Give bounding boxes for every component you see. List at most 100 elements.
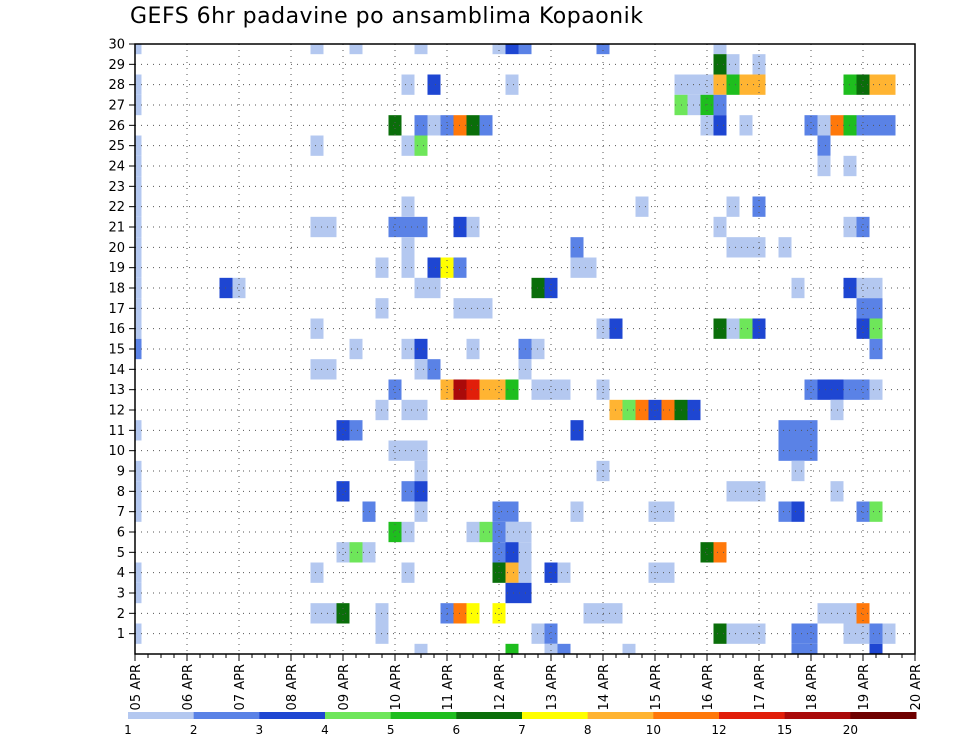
legend-swatch — [390, 712, 457, 719]
heatmap-cell — [661, 501, 675, 522]
heatmap-cell — [557, 379, 571, 400]
heatmap-cell — [505, 379, 519, 400]
x-tick-label: 15 APR — [649, 664, 664, 710]
legend-swatch — [456, 712, 523, 719]
heatmap-cell — [414, 460, 428, 482]
heatmap-cell — [635, 399, 649, 421]
legend-swatch — [587, 712, 654, 719]
heatmap-cell — [401, 481, 415, 502]
heatmap-cell — [505, 582, 519, 604]
y-tick-label: 12 — [108, 404, 125, 419]
heatmap-cell — [401, 399, 415, 421]
y-tick-label: 17 — [108, 302, 125, 317]
heatmap-cell — [414, 44, 428, 55]
heatmap-cell — [882, 115, 896, 136]
x-tick-label: 07 APR — [233, 664, 248, 710]
heatmap-cell — [726, 196, 740, 217]
heatmap-cell — [869, 623, 883, 644]
heatmap-cell — [492, 501, 506, 522]
heatmap-cell — [713, 44, 727, 55]
y-tick-label: 3 — [117, 587, 125, 602]
heatmap-cell — [401, 521, 415, 543]
heatmap-cell — [135, 74, 142, 95]
heatmap-cell — [310, 44, 324, 55]
heatmap-cell — [739, 115, 753, 136]
heatmap-cell — [817, 603, 831, 624]
heatmap-cell — [713, 318, 727, 339]
heatmap-cell — [869, 115, 883, 136]
y-tick-label: 6 — [117, 526, 125, 541]
x-tick-label: 11 APR — [441, 664, 456, 710]
heatmap-cell — [401, 135, 415, 156]
heatmap-cell — [310, 562, 324, 583]
x-tick-label: 18 APR — [805, 664, 820, 710]
legend-swatch — [193, 712, 260, 719]
y-tick-label: 5 — [117, 546, 125, 561]
heatmap-cell — [804, 115, 818, 136]
heatmap-cell — [622, 399, 636, 421]
heatmap-cell — [739, 318, 753, 339]
legend-swatch — [653, 712, 720, 719]
heatmap-cell — [557, 562, 571, 583]
heatmap-cell — [856, 603, 870, 624]
heatmap-cell — [414, 216, 428, 238]
heatmap-cell — [135, 155, 142, 177]
heatmap-cell — [135, 135, 142, 156]
heatmap-cell — [135, 318, 142, 339]
legend-layer: 1 2 3 4 5 6 7 8 10 12 15 20 — [124, 712, 917, 737]
y-tick-label: 21 — [108, 221, 125, 236]
heatmap-cell — [323, 216, 337, 238]
heatmap-cell — [479, 379, 493, 400]
heatmap-cell — [466, 379, 480, 400]
legend-label: 20 — [843, 723, 858, 737]
heatmap-cell — [401, 562, 415, 583]
heatmap-cell — [739, 237, 753, 258]
heatmap-cell — [479, 115, 493, 136]
heatmap-cell — [427, 277, 441, 299]
heatmap-cell — [505, 501, 519, 522]
heatmap-cell — [713, 216, 727, 238]
heatmap-cell — [817, 135, 831, 156]
heatmap-cell — [856, 216, 870, 238]
heatmap-cell — [349, 542, 363, 563]
heatmap-cell — [310, 216, 324, 238]
heatmap-cell — [661, 399, 675, 421]
y-tick-label: 15 — [108, 343, 125, 358]
heatmap-cell — [726, 74, 740, 95]
heatmap-cell — [726, 237, 740, 258]
y-tick-label: 24 — [108, 160, 125, 175]
legend-label: 2 — [190, 723, 198, 737]
heatmap-cell — [544, 379, 558, 400]
heatmap-cell — [135, 338, 142, 360]
y-tick-label: 28 — [108, 78, 125, 93]
heatmap-cell — [856, 623, 870, 644]
heatmap-cell — [804, 440, 818, 461]
x-tick-label: 17 APR — [753, 664, 768, 710]
heatmap-cell — [583, 603, 597, 624]
heatmap-cell — [414, 501, 428, 522]
heatmap-cell — [570, 257, 584, 278]
x-tick-label: 12 APR — [493, 664, 508, 710]
heatmap-cell — [336, 603, 350, 624]
heatmap-cell — [135, 298, 142, 319]
heatmap-cell — [817, 115, 831, 136]
y-tick-label: 10 — [108, 444, 125, 459]
y-tick-label: 30 — [108, 38, 125, 53]
heatmap-cell — [505, 562, 519, 583]
y-tick-label: 23 — [108, 180, 125, 195]
heatmap-cell — [856, 501, 870, 522]
heatmap-cell — [135, 44, 142, 55]
heatmap-cell — [492, 521, 506, 543]
heatmap-cell — [427, 74, 441, 95]
heatmap-cell — [401, 216, 415, 238]
heatmap-cell — [310, 135, 324, 156]
heatmap-cell — [135, 237, 142, 258]
x-tick-label: 10 APR — [389, 664, 404, 710]
y-tick-label: 2 — [117, 607, 125, 622]
y-tick-label: 25 — [108, 139, 125, 154]
legend-swatch — [784, 712, 851, 719]
heatmap-cell — [869, 277, 883, 299]
heatmap-cell — [505, 542, 519, 563]
